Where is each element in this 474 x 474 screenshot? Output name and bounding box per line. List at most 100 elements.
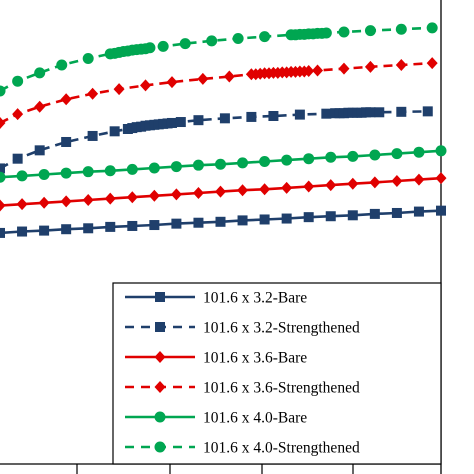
series-2-point-14 (303, 180, 315, 193)
legend-label-4: 101.6 x 4.0-Bare (203, 410, 307, 427)
series-1-point-34 (396, 106, 407, 117)
series-1-point-22 (294, 109, 305, 120)
series-1 (0, 106, 433, 174)
legend-marker-4 (154, 411, 166, 423)
series-3-point-28 (426, 57, 438, 70)
series-1-point-32 (365, 107, 376, 118)
series-2-point-15 (325, 179, 337, 192)
series-2-point-7 (148, 189, 160, 202)
series-2-point-9 (192, 187, 204, 200)
series-5-point-15 (157, 40, 169, 52)
series-3-point-26 (364, 60, 376, 73)
series-4-point-17 (369, 149, 381, 161)
series-2-point-18 (391, 174, 403, 187)
series-5 (0, 22, 438, 97)
series-3-point-3 (60, 93, 72, 106)
series-1-point-3 (61, 136, 72, 147)
legend-label-1: 101.6 x 3.2-Strengthened (203, 320, 360, 337)
series-3-point-6 (140, 79, 152, 92)
series-1-point-2 (34, 145, 45, 156)
series-5-point-28 (320, 27, 332, 39)
series-1-point-5 (109, 126, 120, 137)
series-2-point-5 (104, 192, 116, 205)
series-5-point-17 (206, 35, 218, 47)
series-3-point-7 (166, 76, 178, 89)
series-2-point-10 (215, 185, 226, 198)
series-2-point-8 (170, 188, 182, 201)
series-0-point-1 (17, 226, 28, 237)
series-0 (0, 205, 446, 238)
series-0-point-14 (303, 212, 314, 223)
series-3-point-0 (0, 116, 6, 129)
legend: 101.6 x 3.2-Bare 101.6 x 3.2-Strengthened… (112, 282, 442, 465)
series-5-point-3 (56, 59, 68, 71)
series-layer (0, 22, 447, 238)
series-4-point-19 (413, 146, 425, 158)
series-2-point-0 (0, 199, 6, 212)
series-3 (0, 57, 438, 129)
series-2-point-13 (281, 181, 293, 194)
series-2-point-11 (237, 184, 249, 197)
series-0-point-0 (0, 227, 5, 238)
series-0-point-6 (127, 220, 138, 231)
series-2-point-1 (16, 198, 28, 211)
series-4-point-10 (215, 158, 226, 170)
series-5-line (0, 26, 433, 93)
series-1-point-19 (219, 113, 230, 124)
series-0-point-15 (325, 211, 336, 222)
legend-marker-1 (155, 322, 165, 332)
series-2-point-19 (413, 173, 425, 186)
series-1-point-20 (246, 111, 257, 122)
series-2-point-3 (60, 195, 72, 208)
series-3-point-5 (113, 83, 125, 96)
series-0-point-17 (369, 208, 380, 219)
series-5-point-30 (364, 25, 376, 37)
series-0-point-3 (61, 224, 72, 235)
series-3-point-9 (223, 70, 235, 83)
series-5-point-18 (232, 33, 244, 45)
series-1-point-1 (12, 153, 23, 164)
series-4-point-7 (148, 162, 160, 174)
series-0-point-20 (436, 205, 446, 216)
series-1-point-23 (321, 108, 332, 119)
series-5-point-32 (426, 22, 438, 34)
series-3-point-4 (87, 87, 99, 100)
series-4-point-11 (237, 157, 249, 169)
series-0-point-9 (193, 217, 204, 228)
legend-marker-0 (155, 292, 165, 302)
series-0-point-18 (391, 207, 402, 218)
series-3-point-23 (303, 64, 315, 77)
legend-label-0: 101.6 x 3.2-Bare (203, 290, 307, 307)
series-1-point-35 (422, 106, 433, 117)
series-0-point-5 (105, 221, 116, 232)
series-4-point-18 (391, 148, 403, 160)
series-1-point-4 (87, 130, 98, 141)
series-5-point-1 (12, 75, 24, 87)
series-0-point-7 (149, 220, 160, 231)
series-0-point-8 (171, 218, 182, 229)
series-0-point-2 (39, 225, 50, 236)
series-1-point-17 (175, 117, 186, 128)
legend-marker-2 (154, 351, 166, 363)
series-4-point-8 (170, 161, 182, 173)
series-3-point-1 (12, 108, 24, 121)
series-4-point-3 (60, 167, 72, 179)
series-5-point-0 (0, 85, 6, 97)
series-5-point-2 (34, 67, 46, 79)
series-4-point-6 (126, 163, 138, 175)
series-4-point-1 (16, 170, 28, 182)
series-2-point-2 (38, 196, 50, 209)
series-4-point-9 (192, 159, 204, 171)
series-3-point-8 (197, 72, 209, 85)
series-1-point-18 (193, 115, 204, 126)
series-2-point-4 (82, 193, 94, 206)
series-4-point-16 (347, 150, 359, 162)
series-2-point-20 (435, 172, 447, 185)
series-0-point-13 (281, 213, 292, 224)
series-4-point-14 (303, 153, 315, 165)
legend-marker-5 (154, 441, 166, 453)
legend-label-5: 101.6 x 4.0-Strengthened (203, 440, 360, 457)
series-4-point-20 (435, 145, 447, 157)
series-2-point-12 (259, 183, 271, 196)
